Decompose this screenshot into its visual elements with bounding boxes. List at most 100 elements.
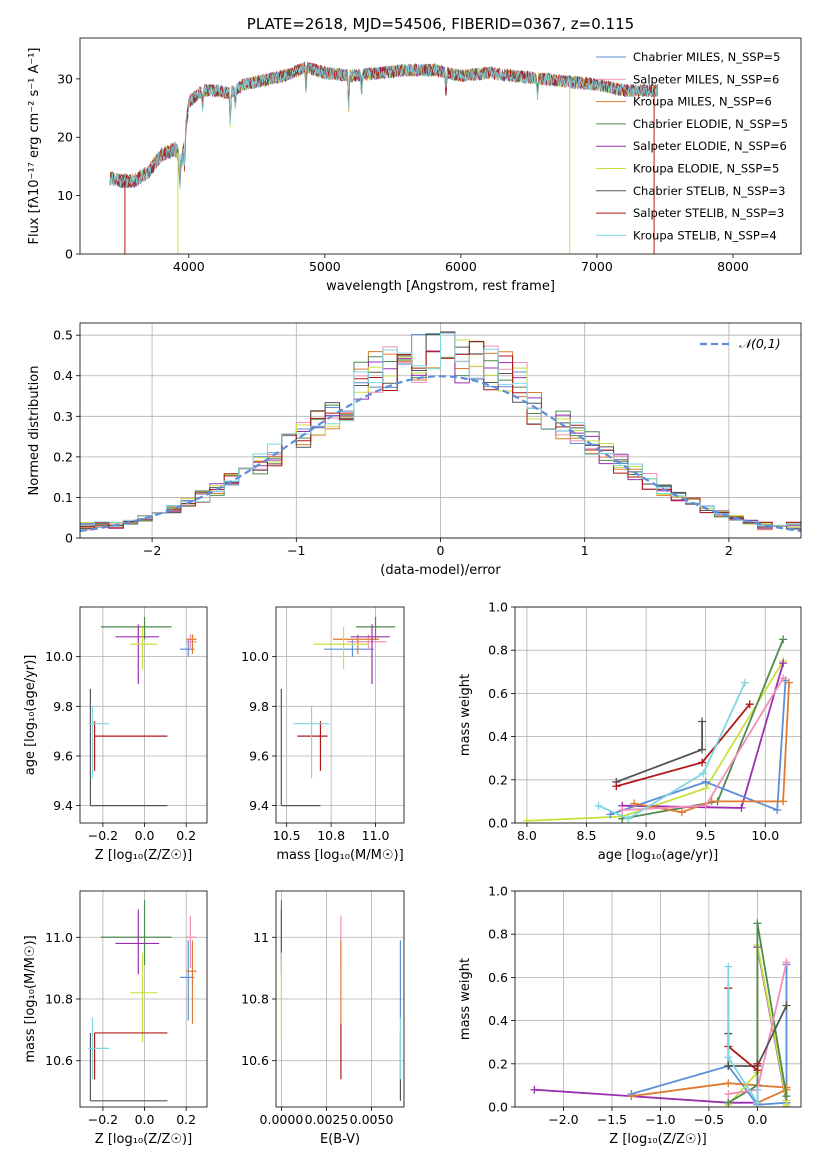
series-marker [779,797,788,806]
y-tick-label: 0.5 [53,328,73,343]
series-marker [782,1100,791,1107]
series-line [615,721,703,783]
legend-entry: Chabrier STELIB, N_SSP=3 [633,184,785,198]
series-marker [740,678,749,687]
x-tick-label: 0.2 [176,828,196,843]
series-marker [785,678,794,687]
plot-area [80,331,801,538]
x-tick-label: −0.2 [88,1112,118,1127]
plot-mass_vs_ebv: 0.0000 0.0025 0.0050 10.6 10.8 11 E(B-V) [241,890,405,1147]
y-tick-label: 0.8 [488,927,508,942]
series-marker [753,1098,762,1107]
plot-residuals: −2 −1 0 1 2 0 0.1 0.2 0.3 0.4 0.5 (data-model)/erro… [27,322,802,578]
series-marker [724,1098,733,1107]
series-marker [724,1053,733,1062]
series-marker [782,958,791,967]
y-tick-label: 0 [65,531,73,546]
series-marker [724,1079,733,1088]
x-tick-label: 8.0 [517,828,537,843]
x-tick-label: 8000 [717,259,749,274]
x-tick-label: 6000 [445,259,477,274]
y-tick-label: 10.6 [45,1053,73,1068]
y-tick-label: 11.0 [45,930,73,945]
plot-area [530,919,791,1107]
y-tick-label: 9.8 [249,699,269,714]
y-tick-label: 30 [57,71,73,86]
series-marker [779,635,788,644]
plot-frame [79,322,802,539]
x-tick-label: −1.5 [597,1112,627,1127]
y-tick-label: 0.0 [488,1100,508,1115]
y-tick-label: 10.6 [241,1053,269,1068]
x-axis-label: (data-model)/error [380,563,501,578]
legend: Chabrier MILES, N_SSP=5 Salpeter MILES, N… [596,50,788,242]
series-line [610,680,787,816]
y-tick-label: 20 [57,130,73,145]
x-tick-label: 0.2 [176,1112,196,1127]
legend: 𝒩(0,1) [700,336,781,351]
plot-area [280,900,401,1101]
y-tick-label: 0.6 [488,686,508,701]
chart-title: PLATE=2618, MJD=54506, FIBERID=0367, z=0… [247,15,634,33]
x-tick-label: 1 [581,543,589,558]
plot-age_vs_Z: −0.2 0.0 0.2 9.4 9.6 9.8 10.0 Z [log₁₀(Z/Z☉)] ag… [23,606,208,863]
series-marker [724,962,733,971]
series-marker [701,777,710,786]
series-marker [624,814,633,823]
plot-area [280,616,396,807]
legend-entry: Salpeter ELODIE, N_SSP=6 [633,139,787,153]
series-marker [698,758,707,767]
legend-entry: Chabrier MILES, N_SSP=5 [633,50,780,64]
x-tick-label: 8.5 [577,828,597,843]
legend-entry: 𝒩(0,1) [739,336,781,351]
y-tick-label: 1.0 [488,884,508,899]
y-tick-label: 10 [57,188,73,203]
series-marker [782,1001,791,1010]
series-marker [753,1059,762,1068]
y-tick-label: 10.8 [45,992,73,1007]
legend-entry: Salpeter MILES, N_SSP=6 [633,72,779,86]
x-axis-label: wavelength [Angstrom, rest frame] [326,279,555,294]
series-line [634,682,790,814]
series-line [598,682,746,820]
series-marker [724,1061,733,1070]
y-axis-label: Flux [fλ10⁻¹⁷ erg cm⁻² s⁻¹ A⁻¹] [27,48,42,245]
series-line [727,923,788,1104]
x-tick-label: −1.0 [645,1112,675,1127]
y-tick-label: 9.6 [53,748,73,763]
x-tick-label: 7000 [581,259,613,274]
x-tick-label: 11.0 [362,828,390,843]
x-tick-label: 0 [437,543,445,558]
plot-area [88,616,197,807]
x-tick-label: 10.8 [317,828,345,843]
series-marker [779,659,788,668]
x-tick-label: 10.0 [751,828,779,843]
legend-entry: Chabrier ELODIE, N_SSP=5 [633,117,788,131]
plot-frame [79,890,208,1108]
legend-entry: Kroupa MILES, N_SSP=6 [633,95,772,109]
x-axis-label: age [log₁₀(age/yr)] [598,848,719,863]
series-marker [737,803,746,812]
plot-spectrum: 4000 5000 6000 7000 8000 0 10 20 30 wavelength [A… [27,15,802,294]
plot-massweight_vs_Z: −2.0 −1.5 −1.0 −0.5 0.0 0.0 0.2 0.4 0.6 0.8 1.0 Z [… [458,884,802,1147]
plot-mass_vs_Z: −0.2 0.0 0.2 10.6 10.8 11.0 Z [log₁₀(Z/Z☉)] mas… [23,890,208,1147]
y-tick-label: 0.4 [488,1013,508,1028]
plot-frame [79,606,208,824]
series-marker [627,1092,636,1101]
series-line [727,988,759,1073]
y-tick-label: 10.0 [45,649,73,664]
y-tick-label: 9.4 [249,798,269,813]
plot-area [522,635,794,823]
y-tick-label: 0.2 [488,1056,508,1071]
series-marker [618,806,627,815]
plot-frame [514,606,802,824]
y-axis-label: mass [log₁₀(M/M☉)] [23,935,38,1062]
plot-frame [514,890,802,1108]
series-marker [612,782,621,791]
series-marker [782,1092,791,1101]
x-axis-label: Z [log₁₀(Z/Z☉)] [95,1132,192,1147]
series-marker [701,801,710,810]
x-tick-label: 0.0 [135,828,155,843]
y-axis-label: mass weight [458,958,473,1040]
